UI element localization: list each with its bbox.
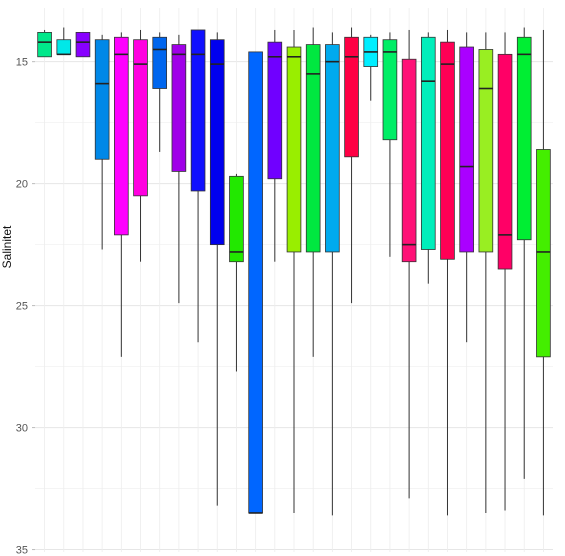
box-rect	[133, 39, 148, 197]
y-tick-label: 25	[16, 301, 28, 313]
box-13	[267, 29, 283, 262]
y-tick-label: 20	[16, 179, 28, 191]
box-27	[536, 29, 551, 516]
y-tick-label: 30	[16, 423, 28, 435]
box-26	[516, 27, 532, 479]
box-6	[133, 29, 148, 262]
box-23	[459, 32, 474, 343]
box-rect	[478, 49, 494, 253]
y-axis-label: Salinitet	[0, 225, 14, 268]
box-rect	[401, 58, 417, 263]
y-tick-label: 35	[16, 545, 28, 556]
box-rect	[94, 39, 110, 160]
box-rect	[152, 36, 168, 89]
box-16	[325, 32, 340, 516]
box-17	[344, 27, 359, 304]
box-rect	[459, 46, 474, 253]
y-tick-label: 15	[16, 57, 28, 69]
box-rect	[248, 51, 263, 514]
box-25	[497, 32, 513, 511]
box-rect	[267, 41, 283, 180]
box-rect	[382, 39, 398, 141]
box-rect	[440, 41, 455, 260]
box-rect	[56, 39, 72, 55]
box-rect	[229, 175, 244, 263]
box-14	[286, 29, 302, 513]
box-4	[94, 34, 110, 250]
box-rect	[516, 36, 532, 241]
box-12	[248, 51, 263, 514]
box-18	[363, 34, 379, 101]
box-3	[75, 31, 91, 58]
box-rect	[536, 149, 551, 358]
box-rect	[114, 36, 129, 236]
box-22	[440, 29, 455, 516]
box-9	[190, 29, 206, 343]
box-rect	[420, 36, 436, 250]
box-20	[401, 29, 417, 499]
box-rect	[305, 44, 321, 253]
box-8	[171, 34, 187, 304]
box-5	[114, 32, 129, 357]
box-24	[478, 32, 494, 513]
box-rect	[209, 39, 225, 246]
box-rect	[37, 31, 52, 58]
box-15	[305, 27, 321, 357]
box-rect	[286, 46, 302, 253]
box-21	[420, 32, 436, 284]
box-10	[209, 32, 225, 506]
box-rect	[190, 29, 206, 192]
y-axis-ticks: 15 20 25 30 35	[16, 57, 35, 556]
box-rect	[171, 44, 187, 172]
box-11	[229, 173, 244, 372]
box-rect	[497, 53, 513, 270]
box-1	[37, 29, 52, 58]
boxes	[37, 27, 551, 516]
box-19	[382, 32, 398, 257]
box-2	[56, 27, 72, 56]
box-7	[152, 32, 168, 152]
box-rect	[344, 36, 359, 158]
box-rect	[325, 44, 340, 253]
box-rect	[75, 31, 91, 58]
